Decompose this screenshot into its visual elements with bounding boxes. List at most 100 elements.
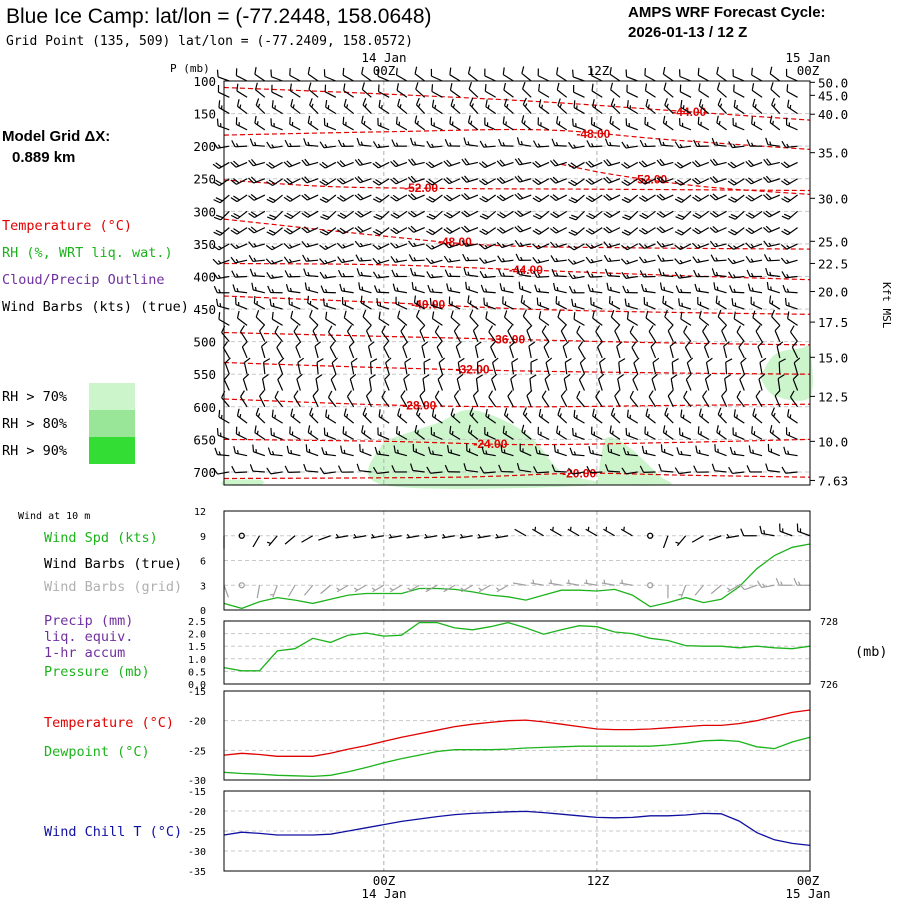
barb-flag-10 <box>595 325 601 332</box>
upper-wind-barb <box>697 116 710 131</box>
barb-flag-10 <box>240 325 245 332</box>
barb-flag-10 <box>551 138 556 146</box>
barb-flag-10 <box>212 141 219 149</box>
barb-flag-10 <box>479 230 487 236</box>
barb-flag-5 <box>343 449 346 454</box>
barb-flag-5 <box>701 413 704 418</box>
upper-wind-barb <box>391 269 407 278</box>
barb-flag-5 <box>726 587 731 591</box>
upper-wind-barb <box>638 177 656 185</box>
barb-flag-10 <box>674 467 680 474</box>
barb-shaft <box>372 584 385 593</box>
upper-wind-barb <box>622 447 638 457</box>
barb-flag-5 <box>679 274 683 279</box>
upper-wind-barb <box>323 69 337 82</box>
barb-flag-5 <box>272 302 275 307</box>
barb-flag-10 <box>535 213 543 218</box>
barb-flag-10 <box>693 269 698 277</box>
upper-wind-barb <box>507 390 514 408</box>
barb-flag-10 <box>532 197 540 203</box>
barb-flag-10 <box>497 255 503 263</box>
wind-barb-true <box>620 526 633 537</box>
upper-wind-barb <box>763 254 780 262</box>
barb-shaft <box>680 585 687 598</box>
upper-wind-barb <box>553 444 567 457</box>
upper-wind-barb <box>502 67 514 82</box>
barb-shaft <box>324 243 337 251</box>
barb-flag-10 <box>396 83 399 91</box>
barb-flag-10 <box>747 283 751 291</box>
barb-shaft <box>312 395 319 408</box>
pressure-right-tick-1: 726 <box>820 680 838 691</box>
barb-flag-5 <box>621 579 624 584</box>
upper-wind-barb <box>362 97 372 114</box>
upper-wind-barb <box>270 118 283 131</box>
barb-shaft <box>549 528 562 537</box>
barb-flag-10 <box>660 444 663 452</box>
barb-flag-5 <box>442 533 446 538</box>
barb-flag-10 <box>463 137 467 145</box>
temperature-contour-label-3: -52.00 <box>404 181 438 195</box>
barb-flag-10 <box>733 99 736 108</box>
barb-flag-10 <box>641 212 649 218</box>
barb-shaft <box>733 434 745 440</box>
barb-shaft <box>270 453 283 457</box>
barb-flag-10 <box>244 357 251 364</box>
barb-flag-10 <box>538 99 542 107</box>
barb-flag-5 <box>431 273 434 278</box>
barb-flag-10 <box>676 161 684 168</box>
barb-flag-10 <box>585 179 593 185</box>
upper-wind-barb <box>763 225 781 233</box>
barb-flag-5 <box>524 103 528 108</box>
barb-flag-10 <box>740 528 745 536</box>
rh-region-3 <box>760 345 813 401</box>
temperature-contour-12 <box>223 472 811 480</box>
barb-flag-10 <box>395 426 398 434</box>
upper-wind-barb <box>476 358 485 375</box>
barb-flag-5 <box>787 450 790 455</box>
barb-flag-5 <box>502 142 506 147</box>
upper-wind-barb <box>367 341 375 359</box>
barb-flag-10 <box>529 374 537 380</box>
upper-wind-barb <box>301 158 319 167</box>
legend-precip-liq: liq. equiv. <box>44 629 133 645</box>
barb-shaft <box>645 105 656 115</box>
barb-flag-5 <box>253 243 257 247</box>
upper-wind-barb <box>259 390 266 408</box>
barb-flag-10 <box>576 390 581 398</box>
upper-wind-barb <box>692 177 710 185</box>
barb-flag-5 <box>271 260 275 264</box>
upper-wind-barb <box>266 467 283 475</box>
barb-flag-5 <box>573 274 577 279</box>
barb-flag-10 <box>694 283 698 292</box>
barb-shaft <box>361 122 372 131</box>
barb-shaft <box>761 532 775 537</box>
upper-wind-barb <box>514 175 532 183</box>
barb-shaft <box>289 433 301 440</box>
barb-shaft <box>223 379 230 391</box>
barb-shaft <box>502 123 514 131</box>
barb-flag-10 <box>496 241 503 249</box>
barb-flag-5 <box>424 587 429 591</box>
barb-flag-10 <box>562 341 570 347</box>
barb-flag-5 <box>541 104 544 109</box>
upper-wind-barb <box>674 141 692 149</box>
barb-flag-10 <box>723 341 730 347</box>
barb-flag-10 <box>549 177 557 184</box>
upper-wind-barb <box>774 324 781 342</box>
barb-flag-10 <box>514 239 520 247</box>
pressure-tick-550: 550 <box>193 367 216 382</box>
barb-flag-10 <box>342 116 345 125</box>
barb-shaft <box>590 145 603 148</box>
barb-shaft <box>259 395 266 408</box>
barb-flag-5 <box>626 260 630 264</box>
barb-flag-10 <box>218 409 221 418</box>
barb-flag-10 <box>215 179 223 185</box>
upper-wind-barb <box>638 160 656 168</box>
upper-wind-barb <box>430 427 443 440</box>
barb-flag-10 <box>620 258 627 265</box>
barb-shaft <box>697 243 709 249</box>
barb-shaft <box>590 243 603 250</box>
barb-flag-10 <box>692 196 699 202</box>
barb-shaft <box>536 275 550 278</box>
